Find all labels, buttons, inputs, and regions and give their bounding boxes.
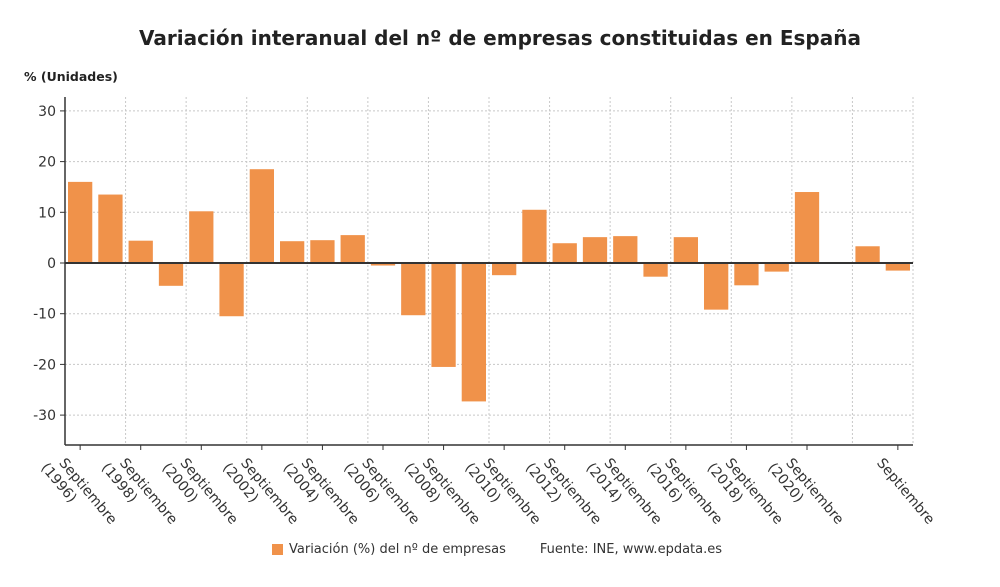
bar bbox=[522, 209, 547, 263]
bar bbox=[249, 169, 274, 263]
y-tick-label: -10 bbox=[33, 307, 56, 323]
y-tick-label: -30 bbox=[33, 408, 56, 424]
bar bbox=[370, 263, 396, 266]
bar bbox=[552, 243, 577, 263]
bar bbox=[734, 263, 759, 286]
y-tick-label: 0 bbox=[47, 256, 56, 272]
legend: Variación (%) del nº de empresas Fuente:… bbox=[272, 542, 722, 557]
source-note: Fuente: INE, www.epdata.es bbox=[539, 542, 723, 557]
bar bbox=[98, 194, 123, 263]
bar bbox=[189, 211, 214, 263]
bar bbox=[68, 181, 93, 263]
bar bbox=[673, 237, 698, 263]
bar bbox=[128, 240, 153, 263]
bar bbox=[794, 192, 820, 263]
y-tick-label: 10 bbox=[38, 205, 56, 221]
bar bbox=[280, 241, 305, 263]
bar bbox=[855, 246, 880, 263]
y-tick-label: 20 bbox=[38, 155, 56, 171]
bar bbox=[158, 263, 184, 286]
bar bbox=[401, 263, 426, 316]
bar bbox=[219, 263, 244, 317]
bar bbox=[764, 263, 789, 272]
bar bbox=[431, 263, 456, 367]
bar bbox=[492, 263, 517, 276]
bar bbox=[340, 235, 365, 263]
bar bbox=[643, 263, 668, 277]
bar bbox=[704, 263, 729, 310]
bar bbox=[885, 263, 910, 271]
x-tick-label: Septiembre bbox=[873, 455, 937, 527]
y-tick-label: -20 bbox=[33, 357, 56, 373]
bar bbox=[461, 263, 486, 402]
y-axis-label: % (Unidades) bbox=[24, 69, 118, 84]
bar bbox=[582, 237, 608, 263]
y-tick-label: 30 bbox=[38, 104, 56, 120]
bar bbox=[310, 240, 335, 263]
legend-swatch bbox=[272, 544, 283, 555]
legend-label: Variación (%) del nº de empresas bbox=[289, 542, 506, 557]
chart-title: Variación interanual del nº de empresas … bbox=[139, 26, 861, 50]
bar bbox=[613, 236, 638, 263]
